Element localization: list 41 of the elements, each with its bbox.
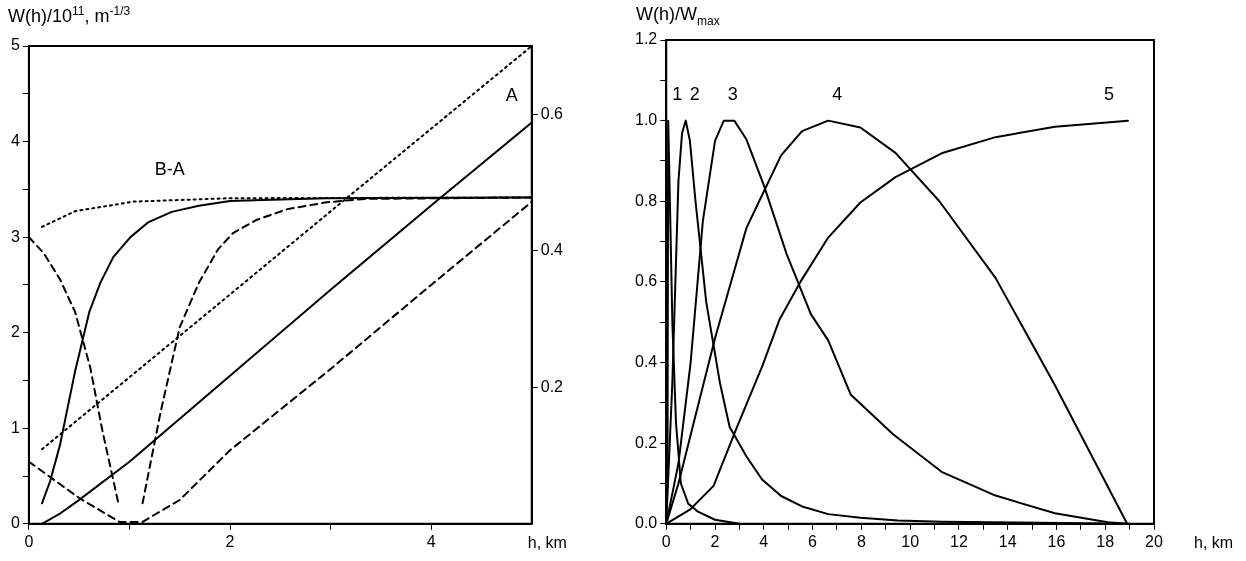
y-tick-label: 0.6	[634, 272, 658, 290]
y-tick-label: 0.2	[634, 433, 658, 451]
x-tick-label: 16	[1047, 532, 1066, 550]
x-tick-label: 12	[950, 532, 968, 550]
y-tick-label: 1	[10, 418, 20, 436]
x-tick-label: 18	[1096, 532, 1115, 550]
x-tick-label: 20	[1145, 532, 1163, 550]
y2-tick-label: 0.6	[540, 104, 564, 122]
x-tick-label: 8	[856, 532, 866, 550]
y-axis-title: W(h)/W$_{max}$	[636, 4, 720, 28]
series-label: 3	[727, 83, 738, 104]
x-tick-label: 0	[24, 532, 34, 550]
y-tick-label: 1.2	[634, 30, 658, 48]
y-tick-label: 0.8	[634, 191, 658, 209]
y-tick-label: 0	[10, 514, 20, 532]
x-tick-label: 2	[225, 532, 235, 550]
x-tick-label: 4	[426, 532, 436, 550]
y-tick-label: 4	[10, 131, 20, 149]
y-tick-label: 1.0	[634, 111, 658, 129]
y2-tick-label: 0.2	[540, 377, 564, 395]
y-tick-label: 5	[10, 36, 20, 54]
y-tick-label: 3	[10, 227, 20, 245]
series-label: A	[505, 85, 518, 106]
series-label: 5	[1103, 83, 1114, 104]
x-tick-label: 6	[808, 532, 818, 550]
y-tick-label: 2	[10, 323, 20, 341]
annotation: B-A	[154, 159, 185, 180]
series-label: 1	[672, 83, 683, 104]
y-tick-label: 0.0	[634, 514, 658, 532]
x-axis-title: h, km	[527, 534, 567, 552]
series-label: 4	[832, 83, 843, 104]
x-tick-label: 0	[661, 532, 671, 550]
x-tick-label: 14	[998, 532, 1017, 550]
series-label: 2	[689, 83, 700, 104]
x-tick-label: 2	[710, 532, 720, 550]
x-tick-label: 10	[901, 532, 920, 550]
y-tick-label: 0.4	[634, 352, 658, 370]
y-axis-title: W(h)/10$^{11}$, m$^{-1/3}$	[8, 4, 131, 27]
y2-tick-label: 0.4	[540, 241, 564, 259]
x-axis-title: h, km	[1194, 534, 1234, 552]
x-tick-label: 4	[759, 532, 769, 550]
